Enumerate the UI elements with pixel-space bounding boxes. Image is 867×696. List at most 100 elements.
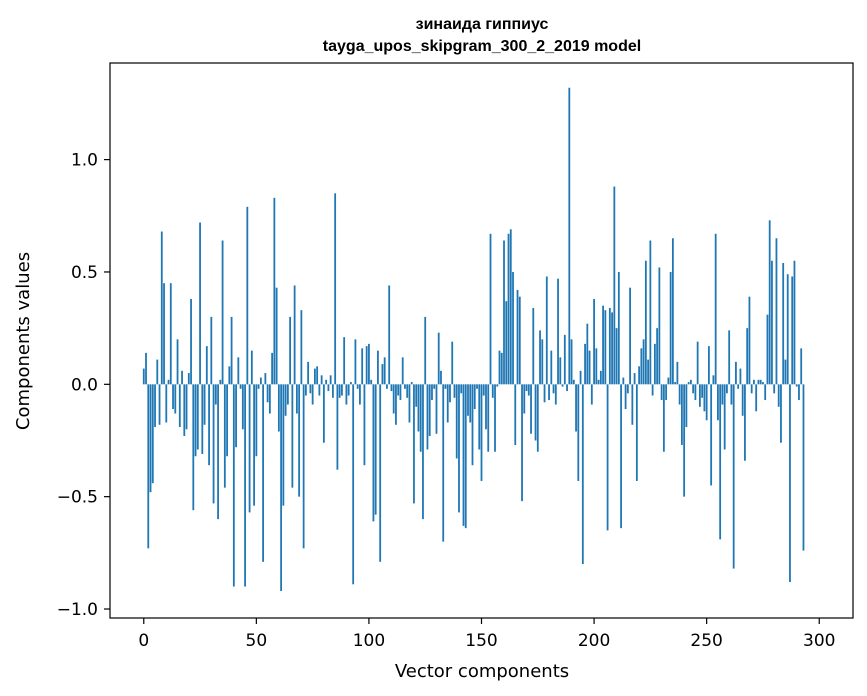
- bar-39: [230, 316, 233, 385]
- y-axis-ticks: −1.0 −0.5 0.0 0.5 1.0: [57, 151, 110, 620]
- bar-256: [719, 384, 722, 540]
- bar-281: [775, 238, 778, 385]
- x-tick-label: 200: [578, 631, 610, 651]
- y-tick-label: −1.0: [57, 600, 98, 620]
- x-axis-ticks: 0 50 100 150 200 250 300: [138, 618, 835, 651]
- bar-280: [773, 384, 776, 394]
- bar-19: [185, 384, 188, 430]
- bar-61: [280, 384, 283, 592]
- bar-239: [680, 384, 683, 445]
- bar-169: [523, 384, 526, 414]
- plot-frame: [109, 62, 854, 619]
- bar-249: [703, 384, 706, 412]
- bar-129: [433, 384, 436, 389]
- bar-111: [392, 384, 395, 414]
- bar-150: [480, 384, 483, 481]
- bar-227: [653, 343, 656, 385]
- bar-172: [530, 384, 532, 434]
- bar-26: [201, 384, 204, 454]
- bar-266: [741, 384, 744, 416]
- bar-178: [543, 384, 546, 403]
- bar-161: [505, 301, 508, 385]
- bar-107: [383, 357, 386, 385]
- bar-4: [151, 384, 154, 484]
- bar-37: [226, 384, 228, 457]
- y-tick-label: 0.0: [71, 375, 98, 395]
- bar-254: [714, 233, 717, 385]
- bar-132: [440, 370, 442, 385]
- bar-175: [536, 384, 539, 452]
- bar-123: [419, 384, 422, 452]
- bar-87: [338, 384, 341, 398]
- bar-149: [478, 384, 481, 450]
- bar-20: [187, 373, 190, 385]
- bar-36: [223, 384, 226, 488]
- bar-166: [516, 289, 519, 385]
- bar-190: [570, 339, 573, 385]
- bar-164: [512, 271, 514, 385]
- bar-45: [244, 384, 246, 587]
- x-tick-label: 50: [246, 631, 268, 651]
- bar-213: [622, 377, 625, 385]
- bar-246: [696, 341, 699, 385]
- bar-65: [289, 316, 292, 385]
- bar-241: [685, 384, 688, 428]
- bar-282: [777, 384, 780, 407]
- bar-233: [667, 377, 670, 385]
- bar-130: [435, 384, 438, 434]
- bar-86: [336, 384, 339, 470]
- bar-216: [629, 287, 631, 385]
- bar-163: [509, 229, 512, 385]
- bar-38: [228, 366, 231, 385]
- bar-77: [316, 366, 319, 385]
- bar-277: [766, 314, 769, 385]
- bar-222: [642, 339, 645, 385]
- bar-261: [730, 384, 733, 405]
- bar-234: [669, 271, 672, 385]
- bar-284: [782, 262, 785, 385]
- bar-14: [174, 384, 177, 414]
- bar-204: [602, 305, 604, 385]
- bar-238: [678, 384, 681, 405]
- bar-101: [370, 379, 373, 385]
- bar-182: [552, 384, 555, 394]
- bar-60: [277, 384, 280, 432]
- bar-140: [458, 384, 460, 513]
- bar-162: [507, 233, 510, 385]
- bar-120: [413, 384, 415, 504]
- bar-64: [286, 384, 289, 405]
- bar-104: [377, 350, 379, 385]
- bar-262: [732, 384, 735, 569]
- bar-158: [498, 350, 501, 385]
- bar-259: [726, 384, 728, 394]
- bar-292: [800, 348, 803, 385]
- bar-288: [791, 276, 794, 385]
- bar-290: [795, 384, 798, 387]
- bar-7: [158, 384, 161, 425]
- bar-141: [460, 384, 463, 394]
- bar-226: [651, 384, 654, 396]
- bar-168: [521, 384, 523, 502]
- bar-218: [633, 373, 636, 385]
- bar-42: [237, 357, 240, 385]
- bar-237: [676, 361, 679, 385]
- bar-271: [753, 379, 755, 385]
- bar-192: [575, 384, 577, 432]
- bar-173: [532, 307, 535, 385]
- bar-191: [572, 379, 575, 385]
- bar-24: [196, 384, 199, 450]
- bar-73: [307, 361, 310, 385]
- bar-165: [514, 384, 517, 445]
- bar-15: [176, 339, 179, 385]
- y-axis-label: Components values: [13, 252, 34, 430]
- bar-242: [687, 382, 690, 385]
- bar-279: [771, 260, 773, 385]
- bar-180: [548, 384, 550, 401]
- bar-54: [264, 373, 267, 385]
- bar-151: [482, 384, 485, 396]
- bar-251: [708, 346, 710, 385]
- bar-183: [554, 384, 557, 405]
- bar-274: [759, 379, 762, 385]
- bar-264: [737, 384, 740, 389]
- bar-46: [246, 206, 249, 385]
